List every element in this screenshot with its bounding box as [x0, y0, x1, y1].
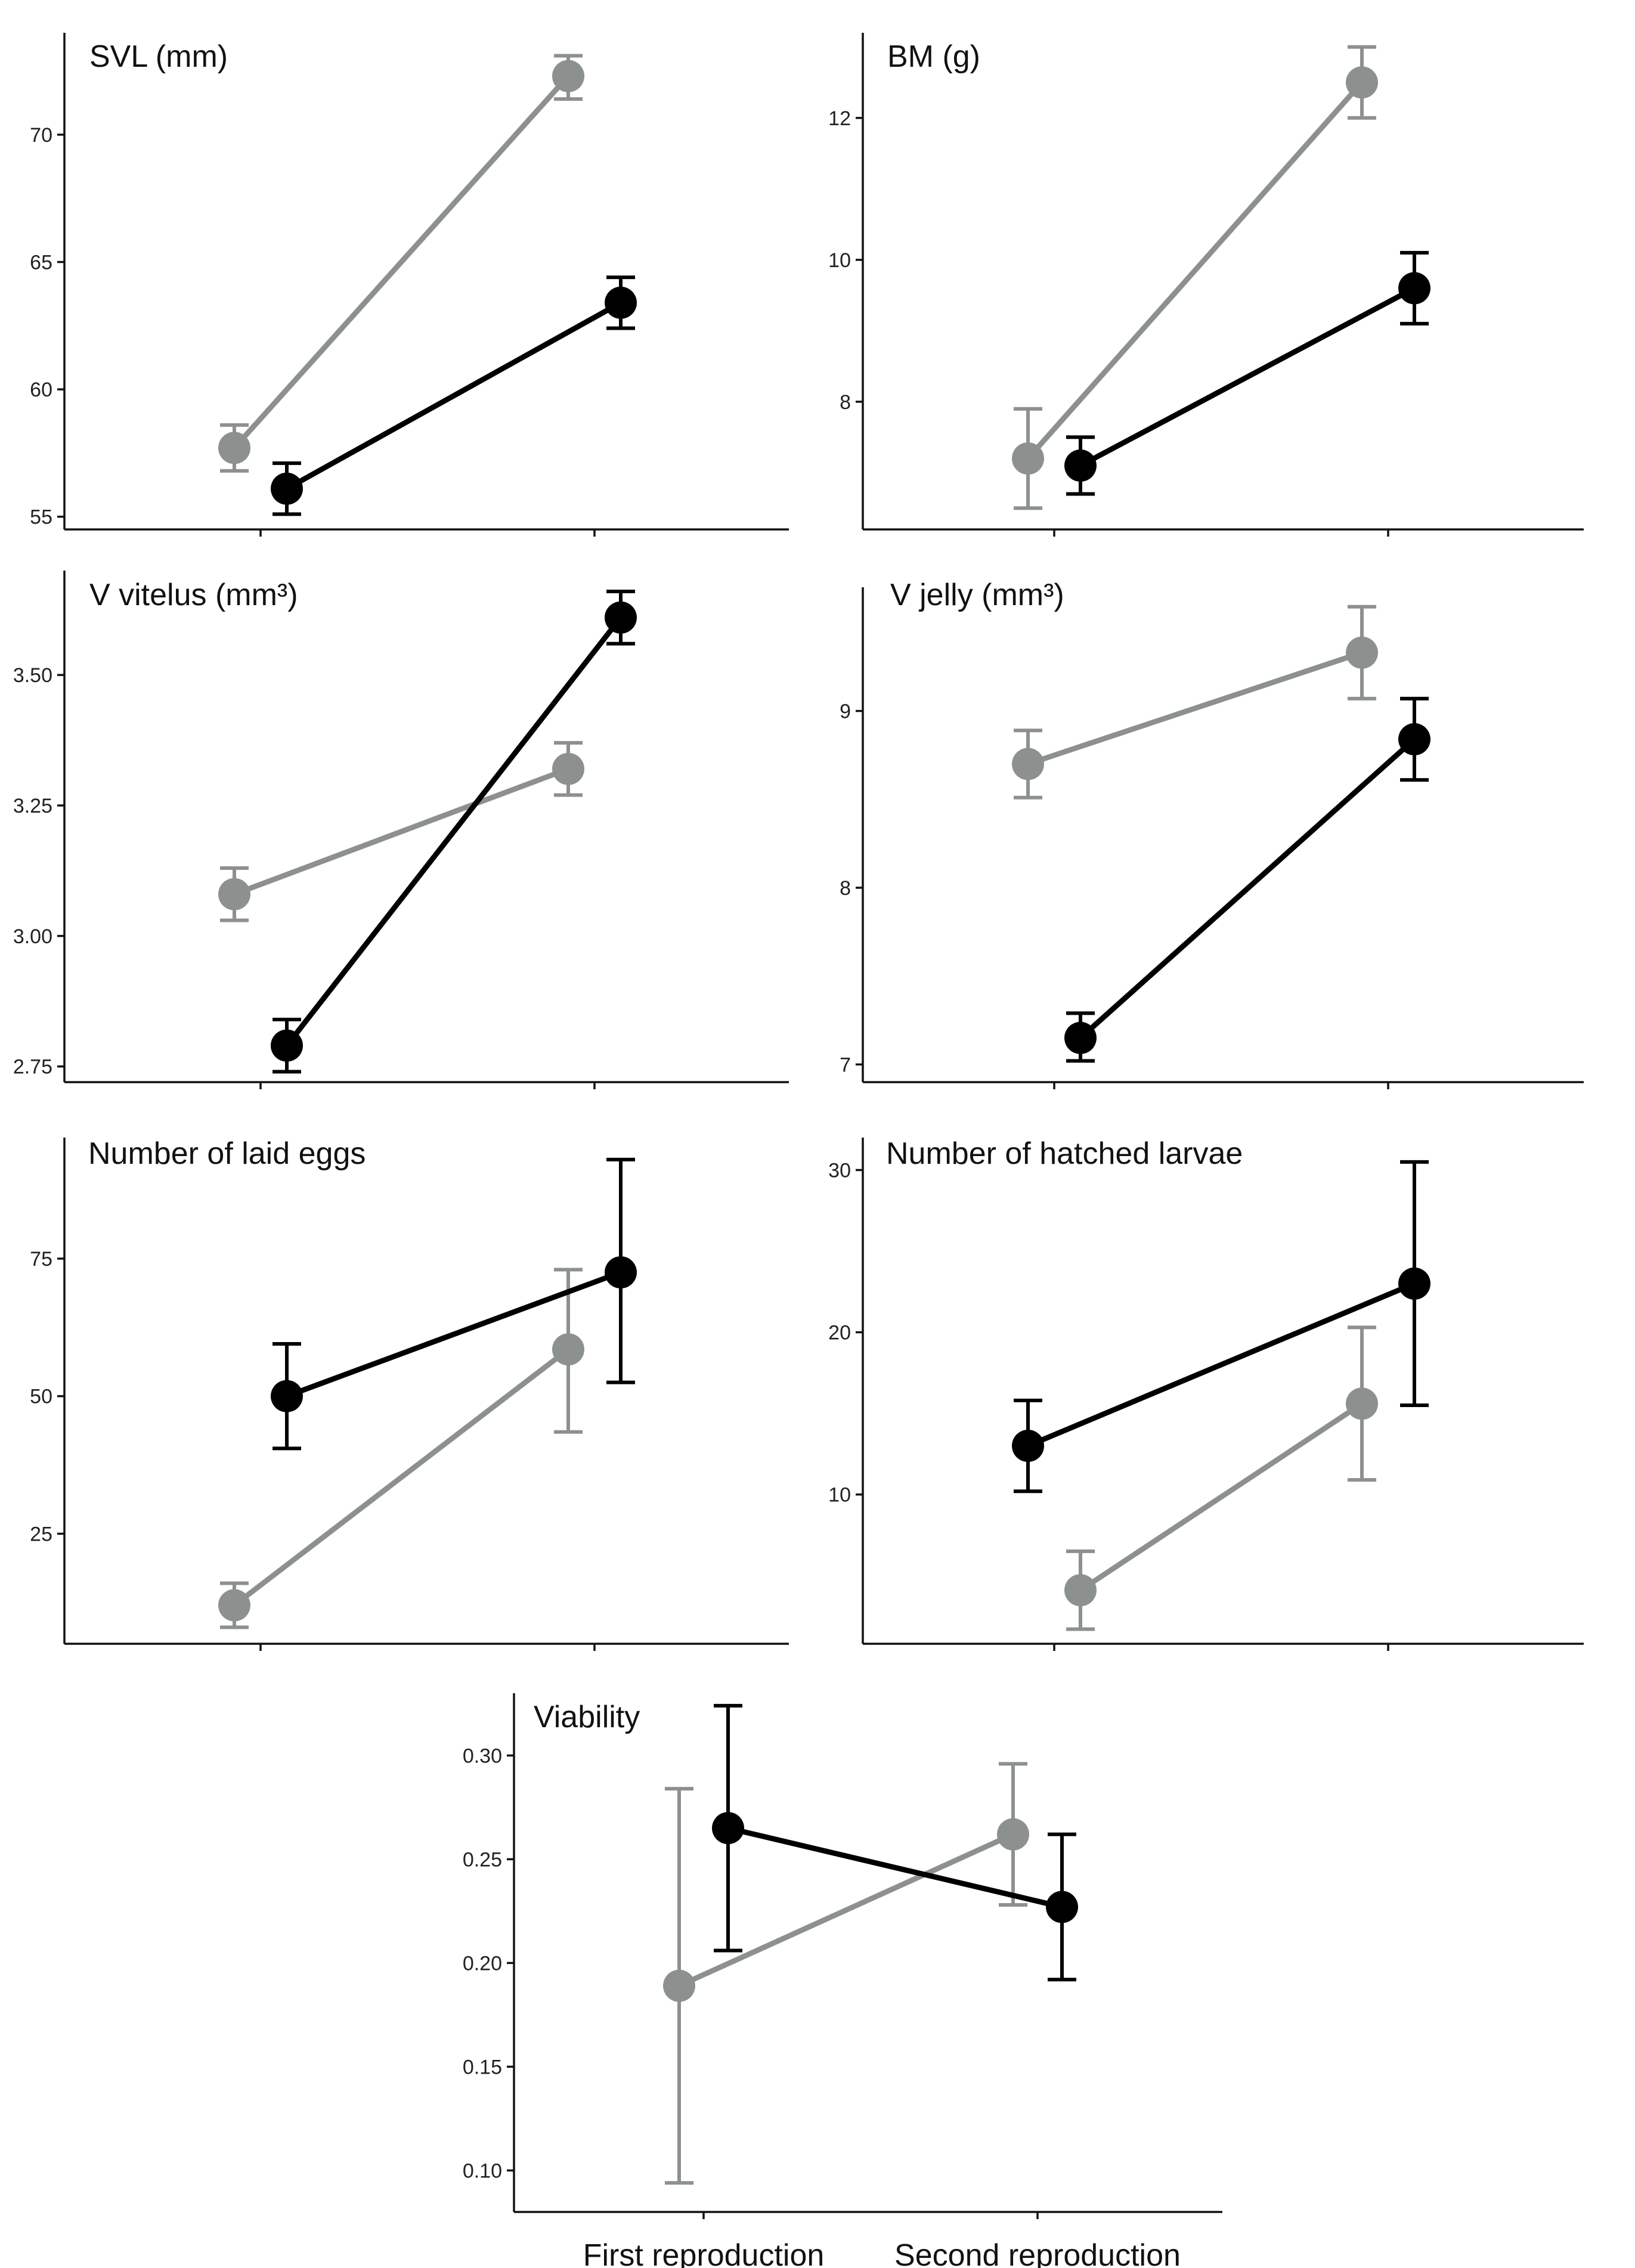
data-point: [997, 1818, 1029, 1851]
series-line: [1077, 1401, 1365, 1593]
panel-title: SVL (mm): [89, 39, 228, 74]
data-point: [218, 878, 250, 910]
chart-panel-vvitelus: 2.75 3.00 3.25 3.50 V vitelus (mm³): [13, 571, 789, 1089]
chart-panel-svl: 55 60 65 70 SVL (mm): [30, 33, 789, 537]
data-point: [271, 472, 303, 505]
data-point: [1012, 442, 1044, 475]
y-tick-label: 2.75: [13, 1056, 52, 1079]
series-line: [676, 1832, 1016, 1989]
y-tick-label: 8: [840, 877, 851, 900]
panel-title: Number of laid eggs: [88, 1136, 366, 1171]
series-line: [284, 1269, 624, 1399]
series-black: [1012, 1160, 1430, 1494]
data-point: [1064, 1021, 1097, 1054]
data-point: [1398, 723, 1430, 755]
panel-title: V jelly (mm³): [890, 578, 1064, 612]
series-grey: [218, 54, 584, 473]
chart-panel-viability: 0.10 0.15 0.20 0.25 0.30 First reproduction Se…: [463, 1693, 1222, 2268]
series-black: [271, 275, 637, 516]
data-point: [1346, 636, 1378, 669]
series-line: [1077, 736, 1417, 1041]
y-tick-label: 60: [30, 379, 52, 401]
chart-panel-vjelly: 7 8 9 V jelly (mm³): [840, 578, 1584, 1089]
y-tick-label: 70: [30, 124, 52, 147]
data-point: [1012, 1430, 1044, 1463]
y-tick-label: 3.25: [13, 795, 52, 817]
series-grey: [1012, 605, 1378, 800]
series-grey: [1012, 45, 1378, 510]
series-line: [725, 1825, 1065, 1910]
data-point: [1346, 66, 1378, 99]
chart-panel-eggs: 25 50 75 Number of laid eggs: [30, 1136, 789, 1651]
series-line: [231, 73, 571, 451]
series-line: [1077, 285, 1417, 469]
data-point: [218, 1589, 250, 1622]
data-point: [1064, 449, 1097, 482]
data-point: [1012, 748, 1044, 780]
data-point: [218, 432, 250, 464]
panel-title: Number of hatched larvae: [886, 1136, 1243, 1171]
series-black: [1064, 250, 1430, 496]
series-line: [1025, 650, 1365, 767]
data-point: [605, 601, 637, 634]
y-tick-label: 30: [828, 1159, 851, 1182]
data-point: [663, 1969, 695, 2002]
y-tick-label: 3.50: [13, 664, 52, 687]
chart-panels: 55 60 65 70 SVL (mm) 8 10 12 BM (g) 2.75 3.00 3.25 3…: [13, 33, 1584, 2268]
y-tick-label: 0.25: [463, 1848, 502, 1871]
y-tick-label: 0.15: [463, 2056, 502, 2078]
y-tick-label: 7: [840, 1054, 851, 1076]
y-tick-label: 0.30: [463, 1745, 502, 1767]
y-tick-label: 0.10: [463, 2159, 502, 2182]
series-black: [1064, 696, 1430, 1063]
panel-title: Viability: [534, 1700, 640, 1734]
data-point: [271, 1380, 303, 1412]
series-line: [231, 766, 571, 897]
y-tick-label: 50: [30, 1386, 52, 1408]
series-line: [1025, 1281, 1417, 1449]
series-line: [284, 615, 624, 1049]
series-black: [712, 1703, 1078, 1982]
x-tick-label: Second reproduction: [894, 2238, 1181, 2268]
series-line: [284, 300, 624, 492]
series-black: [271, 1157, 637, 1451]
x-tick-label: First reproduction: [583, 2238, 825, 2268]
chart-panel-bm: 8 10 12 BM (g): [828, 33, 1584, 537]
series-grey: [663, 1762, 1029, 2185]
series-line: [1025, 79, 1365, 461]
y-tick-label: 55: [30, 506, 52, 529]
data-point: [1346, 1387, 1378, 1420]
data-point: [1064, 1574, 1097, 1607]
data-point: [271, 1029, 303, 1062]
panel-title: BM (g): [887, 39, 980, 74]
series-grey: [218, 740, 584, 922]
y-tick-label: 10: [828, 249, 851, 272]
data-point: [1046, 1891, 1078, 1923]
y-tick-label: 0.20: [463, 1952, 502, 1975]
y-tick-label: 25: [30, 1523, 52, 1545]
y-tick-label: 65: [30, 251, 52, 274]
y-tick-label: 20: [828, 1322, 851, 1344]
y-tick-label: 9: [840, 701, 851, 723]
data-point: [1398, 272, 1430, 305]
chart-panel-larvae: 10 20 30 Number of hatched larvae: [828, 1136, 1584, 1651]
y-tick-label: 75: [30, 1248, 52, 1271]
series-grey: [1064, 1325, 1378, 1631]
y-tick-label: 10: [828, 1484, 851, 1507]
series-black: [271, 590, 637, 1074]
y-tick-label: 8: [840, 391, 851, 414]
data-point: [552, 752, 584, 785]
panel-title: V vitelus (mm³): [89, 578, 298, 612]
data-point: [712, 1812, 744, 1845]
y-tick-label: 3.00: [13, 925, 52, 948]
y-tick-label: 12: [828, 107, 851, 130]
data-point: [605, 1256, 637, 1289]
data-point: [1398, 1267, 1430, 1300]
series-grey: [218, 1268, 584, 1629]
data-point: [552, 1333, 584, 1366]
data-point: [552, 60, 584, 92]
data-point: [605, 286, 637, 319]
series-line: [231, 1346, 571, 1608]
